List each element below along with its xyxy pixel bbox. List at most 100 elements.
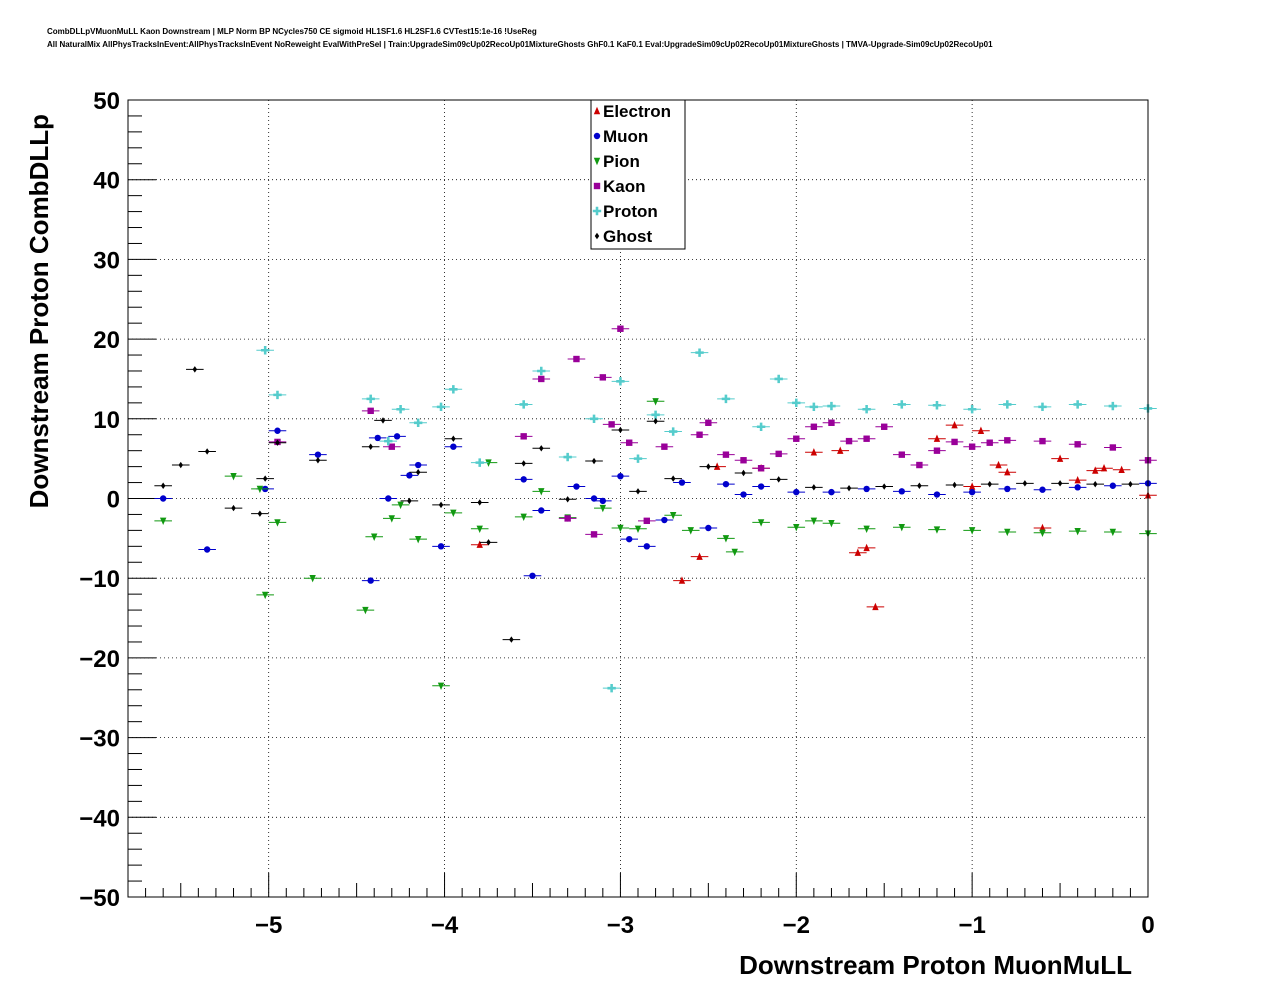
muon-point	[857, 485, 876, 493]
electron-point	[963, 482, 981, 490]
proton-point	[646, 410, 665, 420]
proton-point	[1033, 402, 1052, 412]
ghost-point	[479, 539, 498, 546]
muon-point	[567, 483, 586, 490]
muon-point	[1068, 484, 1087, 491]
kaon-point	[787, 435, 806, 442]
pion-point	[303, 575, 322, 583]
ghost-point	[470, 499, 489, 506]
muon-point	[379, 495, 398, 502]
muon-point	[998, 485, 1017, 493]
pion-point	[646, 398, 665, 406]
ghost-point	[1121, 480, 1140, 488]
header-line-2: All NaturalMix AllPhysTracksInEvent:AllP…	[47, 40, 993, 49]
data-points	[154, 325, 1157, 693]
ghost-point	[224, 504, 243, 512]
legend-entry-ghost: Ghost	[594, 227, 652, 246]
kaon-point	[585, 531, 603, 538]
muon-point	[400, 472, 419, 479]
proton-point	[558, 452, 577, 462]
y-tick-label: −30	[79, 726, 120, 753]
y-tick-label: 30	[93, 247, 120, 274]
muon-point	[717, 480, 735, 488]
proton-point	[532, 366, 551, 376]
x-tick-label: −5	[255, 912, 282, 939]
y-tick-label: −50	[79, 885, 120, 912]
pion-point	[154, 517, 172, 526]
ghost-point	[840, 484, 858, 492]
proton-point	[1068, 400, 1087, 409]
y-axis-label: Downstream Proton CombDLLp	[24, 114, 54, 508]
pion-point	[256, 591, 274, 600]
ghost-point	[171, 461, 190, 469]
pion-point	[432, 682, 450, 690]
ghost-point	[198, 448, 216, 455]
kaon-point	[963, 443, 981, 450]
kaon-point	[945, 438, 964, 446]
pion-point	[444, 509, 463, 518]
kaon-point	[602, 421, 621, 428]
kaon-point	[893, 451, 911, 458]
ghost-point	[585, 457, 603, 465]
muon-point	[699, 524, 718, 532]
proton-point	[664, 427, 682, 436]
pion-point	[1033, 529, 1052, 537]
muon-point	[594, 497, 612, 505]
legend-label: Kaon	[603, 177, 646, 196]
ghost-point	[629, 488, 647, 495]
kaon-point	[699, 419, 718, 426]
x-tick-label: 0	[1141, 912, 1154, 939]
electron-point	[1112, 465, 1131, 474]
proton-point	[444, 385, 463, 394]
pion-point	[365, 533, 383, 541]
muon-point	[368, 434, 387, 442]
kaon-point	[514, 433, 533, 440]
ghost-point	[664, 475, 682, 482]
kaon-point	[594, 374, 612, 381]
ghost-point	[875, 483, 893, 490]
electron-point	[928, 434, 946, 442]
ghost-point	[400, 497, 419, 505]
ghost-point	[805, 484, 823, 491]
pion-point	[822, 520, 841, 528]
muon-point	[1033, 486, 1052, 493]
pion-point	[356, 606, 375, 615]
kaon-point	[980, 439, 999, 446]
muon-point	[611, 472, 630, 480]
proton-point	[1104, 401, 1122, 411]
y-tick-label: 0	[107, 487, 120, 514]
ghost-point	[251, 510, 269, 517]
legend-marker	[593, 157, 601, 166]
muon-point	[523, 572, 542, 580]
proton-point	[611, 377, 630, 386]
pion-point	[409, 535, 427, 544]
electron-point	[1033, 523, 1052, 532]
kaon-point	[998, 437, 1017, 444]
legend-label: Proton	[603, 202, 658, 221]
proton-point	[361, 394, 380, 404]
proton-point	[409, 418, 427, 427]
legend-entry-pion: Pion	[593, 152, 640, 171]
ghost-point	[699, 463, 718, 470]
proton-point	[805, 402, 823, 412]
kaon-point	[857, 435, 876, 442]
electron-point	[470, 540, 489, 548]
ghost-point	[502, 636, 521, 643]
y-tick-label: −20	[79, 646, 120, 673]
muon-point	[268, 427, 287, 434]
series-muon	[154, 427, 1157, 584]
axis-ticks	[127, 99, 1149, 898]
legend-marker	[594, 232, 600, 240]
series-electron	[470, 420, 1157, 611]
ghost-point	[409, 468, 427, 476]
pion-point	[532, 488, 551, 496]
kaon-point	[611, 325, 630, 332]
pion-point	[725, 548, 744, 557]
kaon-point	[638, 517, 656, 525]
pion-point	[1068, 527, 1087, 536]
y-tick-label: 10	[93, 407, 120, 434]
pion-point	[594, 504, 612, 513]
muon-point	[532, 507, 551, 514]
pion-point	[752, 519, 770, 527]
